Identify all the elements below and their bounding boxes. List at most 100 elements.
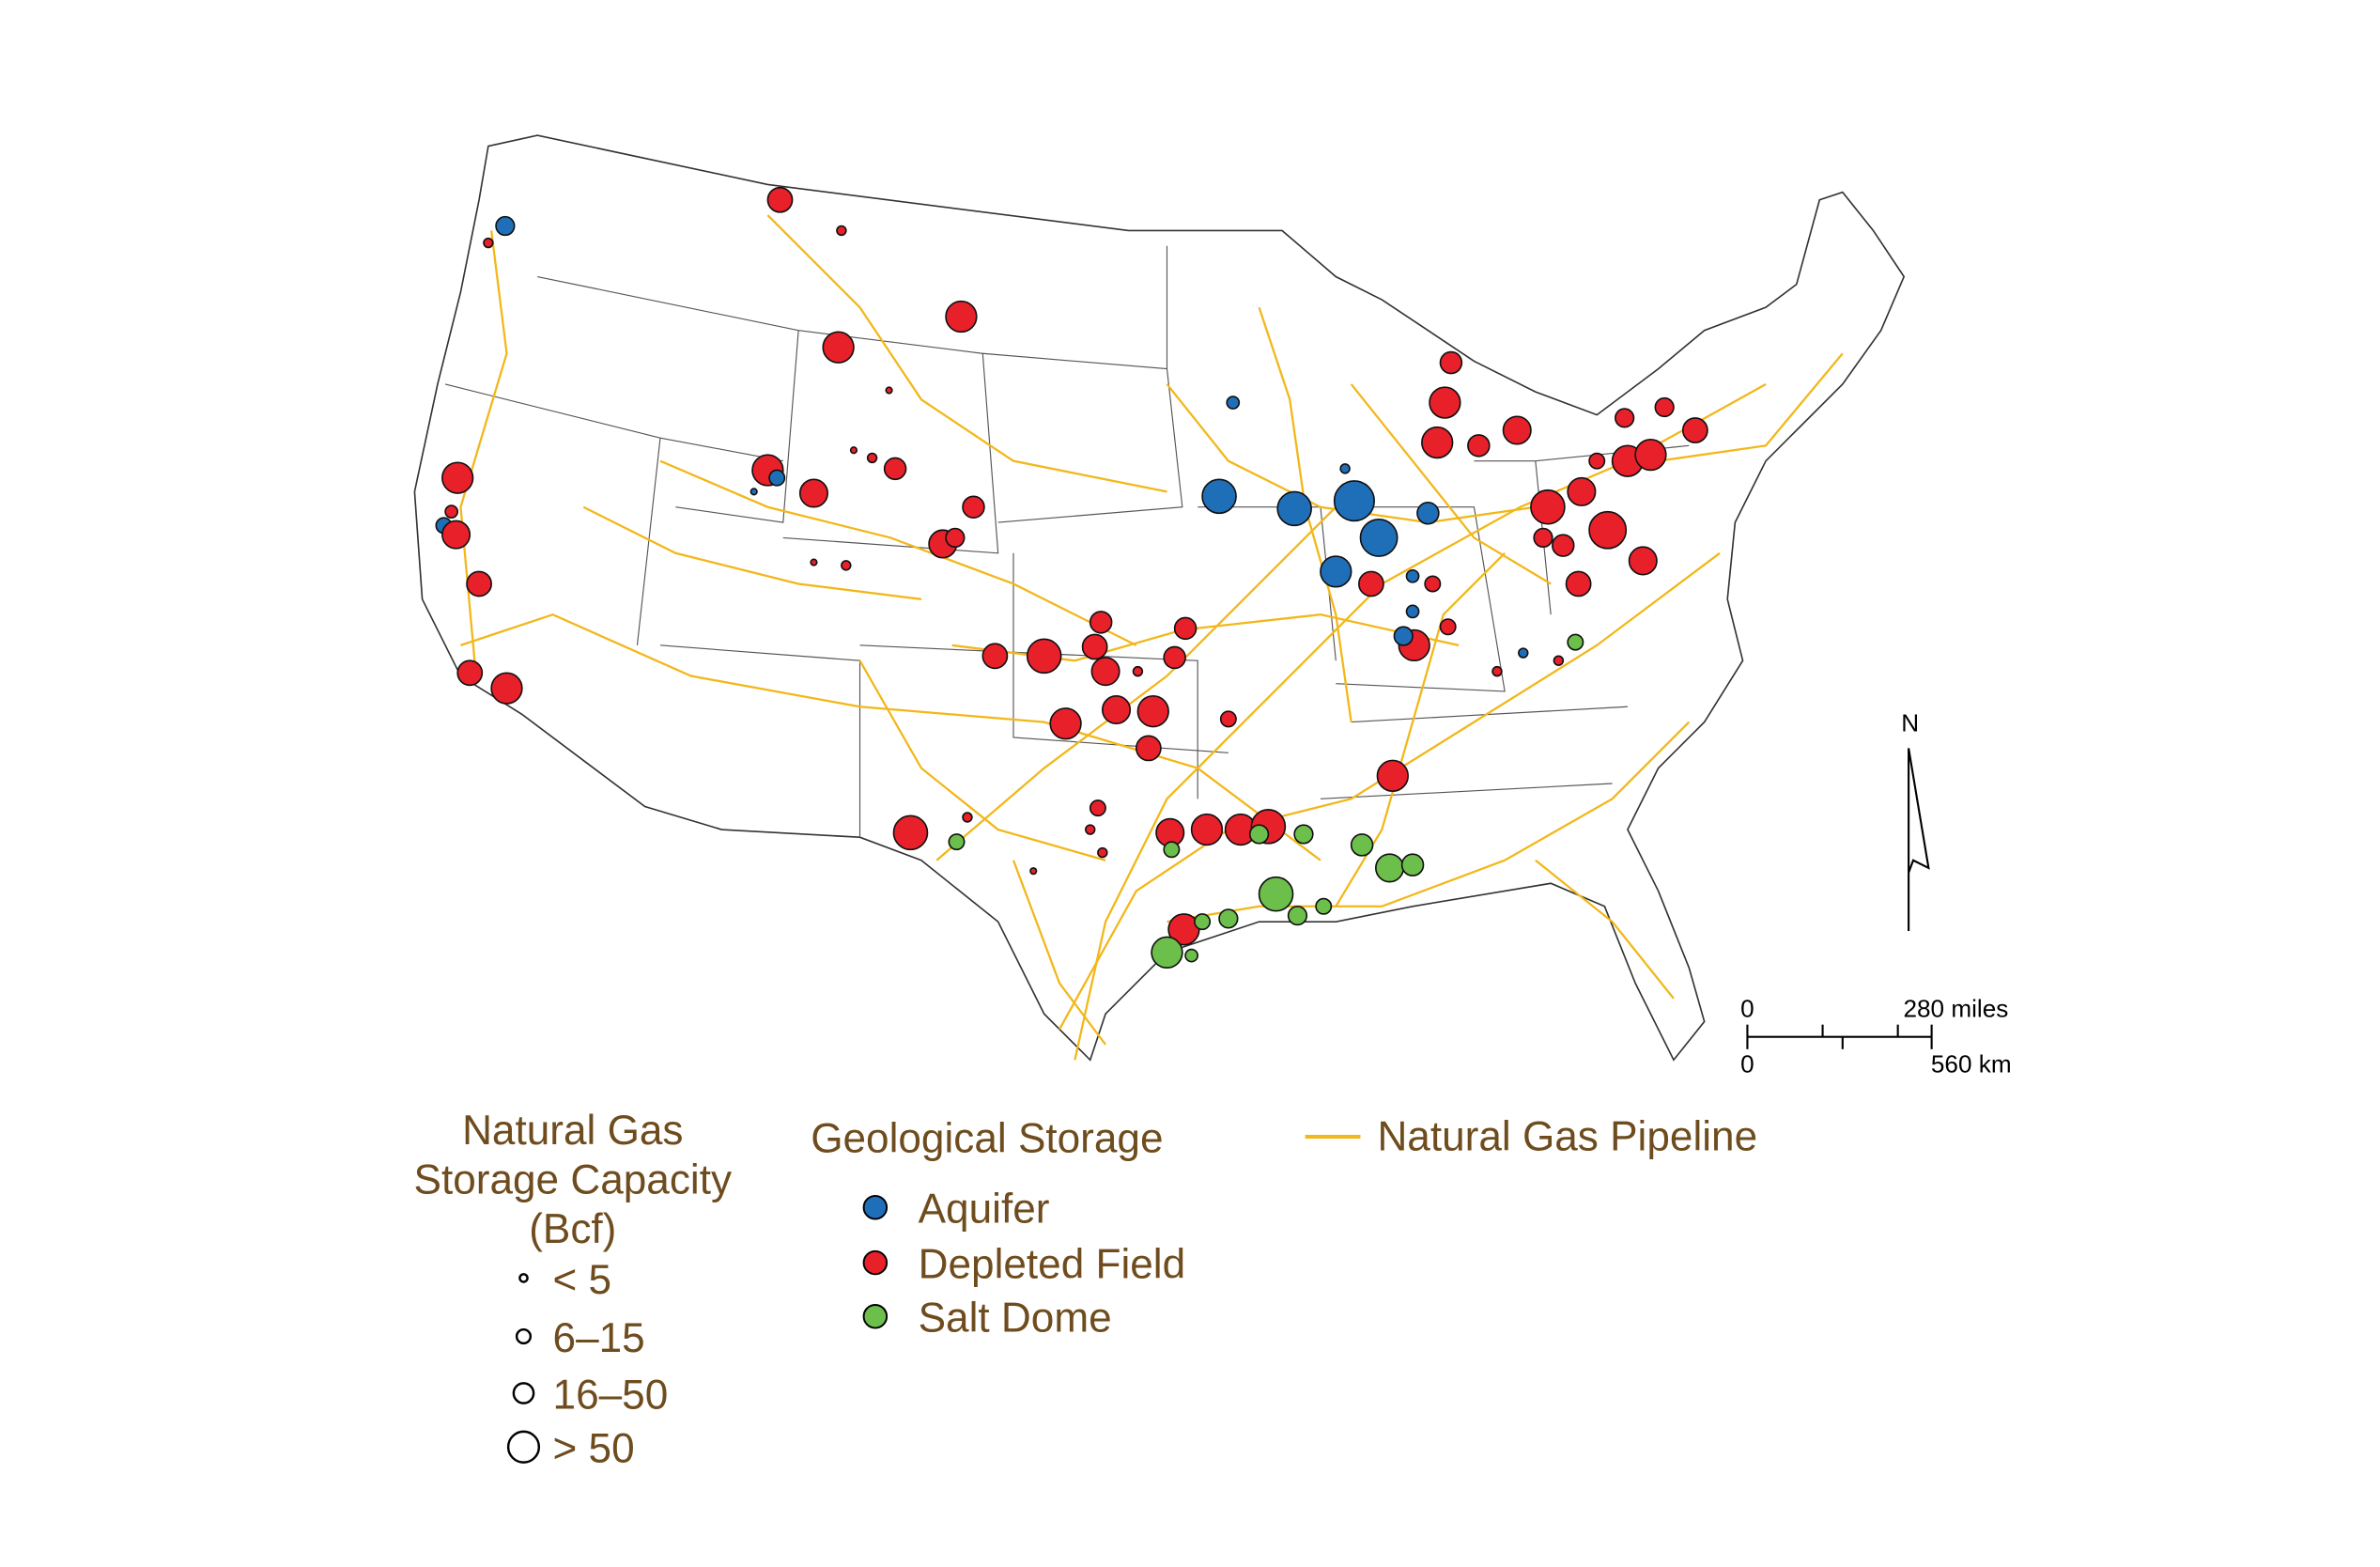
capacity-legend: Natural Gas Storage Capacity (Bcf) < 5 6… xyxy=(414,1108,732,1471)
storage-site xyxy=(1029,867,1038,876)
legend-title: Storage Capacity xyxy=(414,1157,732,1203)
storage-site xyxy=(962,812,973,823)
storage-site xyxy=(1552,534,1575,557)
pipeline xyxy=(659,459,1137,646)
legend-label: < 5 xyxy=(553,1257,612,1303)
storage-site xyxy=(981,643,1009,670)
storage-site xyxy=(1218,908,1239,929)
storage-site xyxy=(1135,735,1162,762)
storage-site xyxy=(1132,665,1144,677)
storage-site xyxy=(822,331,855,364)
pipeline xyxy=(1074,382,1767,1061)
storage-site xyxy=(1320,555,1352,588)
storage-site xyxy=(1400,853,1425,877)
scale-label: 0 xyxy=(1740,1049,1754,1078)
storage-site xyxy=(495,215,516,237)
storage-site xyxy=(1634,438,1667,472)
scale-label: 560 km xyxy=(1931,1049,2012,1078)
storage-site xyxy=(1439,618,1457,636)
storage-site xyxy=(1101,694,1132,725)
us-outline xyxy=(413,134,1906,1062)
scale-bar: 0 280 miles 0 560 km xyxy=(1740,994,2011,1078)
pipeline xyxy=(1658,352,1844,462)
storage-site xyxy=(1530,489,1566,525)
storage-site xyxy=(1567,476,1597,506)
storage-site xyxy=(1588,510,1628,550)
legend-swatch xyxy=(862,1249,889,1276)
storage-site xyxy=(1567,633,1584,651)
legend-label: 6–15 xyxy=(553,1315,645,1361)
pipeline-legend: Natural Gas Pipeline xyxy=(1305,1114,1757,1160)
storage-site xyxy=(1151,936,1183,969)
storage-site xyxy=(1085,824,1096,835)
storage-site xyxy=(1333,480,1375,522)
pipeline xyxy=(1350,383,1552,585)
storage-site xyxy=(1258,876,1294,912)
storage-site xyxy=(1190,813,1224,846)
storage-site xyxy=(1654,396,1675,418)
storage-site xyxy=(1287,905,1308,926)
storage-site xyxy=(810,558,818,566)
storage-site xyxy=(444,504,458,519)
pipeline xyxy=(459,230,508,676)
storage-site xyxy=(1615,408,1635,428)
storage-site xyxy=(1628,546,1658,576)
legend-label: > 50 xyxy=(553,1426,635,1472)
pipeline xyxy=(766,214,1167,493)
storage-site xyxy=(1315,897,1333,915)
storage-site xyxy=(1358,570,1384,597)
storage-site xyxy=(1163,841,1181,859)
pipeline xyxy=(1166,383,1537,524)
size-symbol xyxy=(512,1382,535,1404)
storage-site xyxy=(962,495,985,519)
size-symbol xyxy=(518,1273,529,1283)
pipeline xyxy=(1167,721,1691,923)
storage-site xyxy=(466,570,492,597)
legend-swatch xyxy=(862,1304,889,1329)
legend-title: (Bcf) xyxy=(529,1206,616,1252)
storage-site xyxy=(1429,386,1461,419)
scale-label: 280 miles xyxy=(1903,994,2008,1022)
storage-site xyxy=(1194,913,1212,931)
storage-site xyxy=(945,527,966,549)
pipeline xyxy=(460,613,1321,861)
storage-site xyxy=(1184,948,1198,963)
storage-site xyxy=(1416,502,1440,525)
legend-label: Natural Gas Pipeline xyxy=(1377,1114,1757,1160)
legend-title: Geological Storage xyxy=(811,1115,1163,1161)
north-label: N xyxy=(1901,708,1919,737)
storage-site xyxy=(866,452,878,464)
legend-swatch xyxy=(862,1194,889,1220)
storage-site xyxy=(1201,478,1237,515)
storage-site xyxy=(456,659,484,687)
storage-site xyxy=(441,520,471,550)
storage-site xyxy=(1226,396,1241,410)
storage-site xyxy=(1089,611,1113,634)
storage-site xyxy=(1276,490,1312,527)
storage-site xyxy=(1026,638,1062,675)
storage-site xyxy=(1097,846,1108,859)
storage-site xyxy=(1350,833,1374,857)
storage-site xyxy=(1405,604,1420,619)
storage-sites xyxy=(435,186,1708,969)
pipeline xyxy=(1012,860,1106,1046)
storage-site xyxy=(1405,568,1420,583)
storage-site xyxy=(841,560,852,571)
storage-site xyxy=(849,446,858,455)
pipeline xyxy=(1059,551,1721,1031)
storage-site xyxy=(1339,463,1351,474)
storage-site xyxy=(1439,350,1463,375)
storage-site xyxy=(1491,665,1503,677)
storage-site xyxy=(883,457,907,481)
storage-site xyxy=(1565,570,1592,597)
pipeline xyxy=(1535,859,1675,1000)
storage-site xyxy=(1424,575,1442,593)
storage-site xyxy=(1173,616,1198,641)
storage-site xyxy=(1081,633,1108,660)
storage-legend: Geological Storage Aquifer Depleted Fiel… xyxy=(811,1115,1185,1341)
storage-site xyxy=(766,186,794,213)
storage-site xyxy=(1393,626,1414,646)
storage-site xyxy=(1248,824,1270,845)
